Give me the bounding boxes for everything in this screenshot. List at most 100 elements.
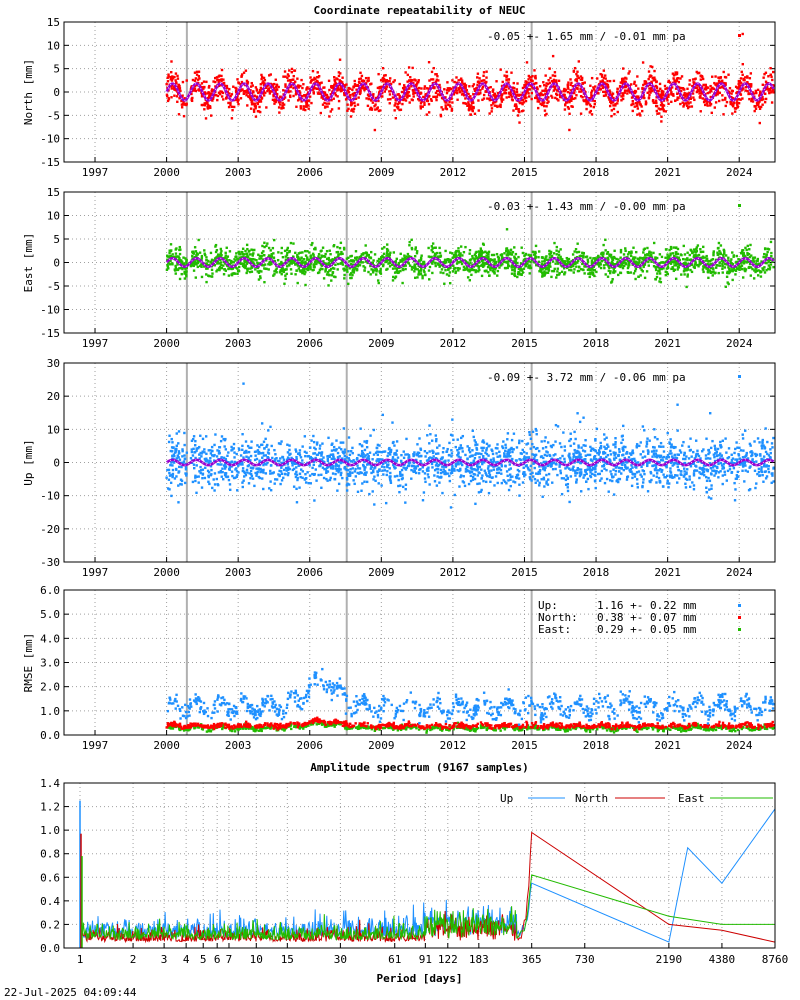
data-point [283,249,287,253]
data-point [469,95,472,98]
data-point [682,244,685,248]
data-point [494,260,498,264]
data-point [237,92,241,95]
data-point [599,81,603,84]
data-point [214,80,217,84]
data-point [268,90,272,93]
data-point [478,252,481,255]
data-point [197,75,201,78]
data-point [234,259,237,262]
data-point [250,81,253,85]
data-point [394,267,397,270]
data-point [717,99,721,103]
data-point [605,252,609,255]
data-point [281,262,284,265]
data-point [191,254,194,258]
data-point [376,106,379,109]
data-point [663,84,667,88]
data-point [559,255,562,259]
data-point [583,272,586,275]
data-point [407,66,411,69]
data-point [331,271,334,275]
data-point [288,250,291,254]
data-point [651,76,654,80]
data-point [344,264,348,268]
data-point [654,266,658,269]
data-point [394,102,397,105]
data-point [520,93,523,97]
data-point [423,266,427,269]
data-point [228,266,232,269]
data-point [537,100,541,103]
data-point [540,270,543,274]
data-point [654,99,658,102]
data-point [250,266,254,269]
data-point [685,269,688,272]
data-point [609,262,613,265]
data-point [747,83,751,86]
data-point [315,87,319,91]
data-point [540,256,544,259]
data-point [683,263,687,266]
data-point [258,254,262,258]
data-point [485,80,488,84]
data-point [738,266,741,269]
data-point [499,68,502,71]
data-point [364,251,367,255]
data-point [431,262,434,265]
data-point [253,102,257,105]
data-point [213,257,217,260]
data-point [222,98,225,101]
data-point [594,259,597,262]
data-point [399,260,402,263]
data-point [496,269,500,273]
y-tick-label: -10 [40,490,60,503]
data-point [624,249,627,253]
data-point [361,261,364,264]
data-point [263,263,267,266]
data-point [502,260,505,263]
data-point [660,96,663,99]
data-point [713,272,716,275]
data-point [665,96,669,99]
data-point [417,97,420,101]
data-point [711,257,715,261]
data-point [203,85,206,89]
data-point [591,99,594,102]
data-point [440,268,444,271]
data-point [661,90,665,93]
data-point [645,256,648,259]
data-point [577,265,581,268]
data-point [691,78,695,81]
data-point [583,81,586,84]
data-point [682,103,686,107]
data-point [488,97,491,101]
data-point [539,94,542,97]
data-point [314,81,317,84]
data-point [254,115,258,118]
data-point [765,253,768,256]
data-point [683,93,687,97]
data-point [616,99,619,102]
data-point [292,86,295,90]
data-point [284,255,287,258]
data-point [674,259,677,262]
data-point [434,91,438,95]
data-point [619,256,622,259]
data-point [595,270,598,274]
data-point [474,251,478,254]
data-point [195,70,199,74]
data-point [236,100,239,103]
data-point [698,92,701,95]
data-point [322,97,325,100]
data-point [280,107,283,110]
data-point [522,109,525,112]
data-point [458,255,462,258]
data-point [178,267,181,270]
data-point [464,97,467,100]
data-point [659,87,662,91]
data-point [447,89,451,92]
data-point [599,266,603,270]
data-point [726,271,729,275]
data-point [420,254,423,257]
